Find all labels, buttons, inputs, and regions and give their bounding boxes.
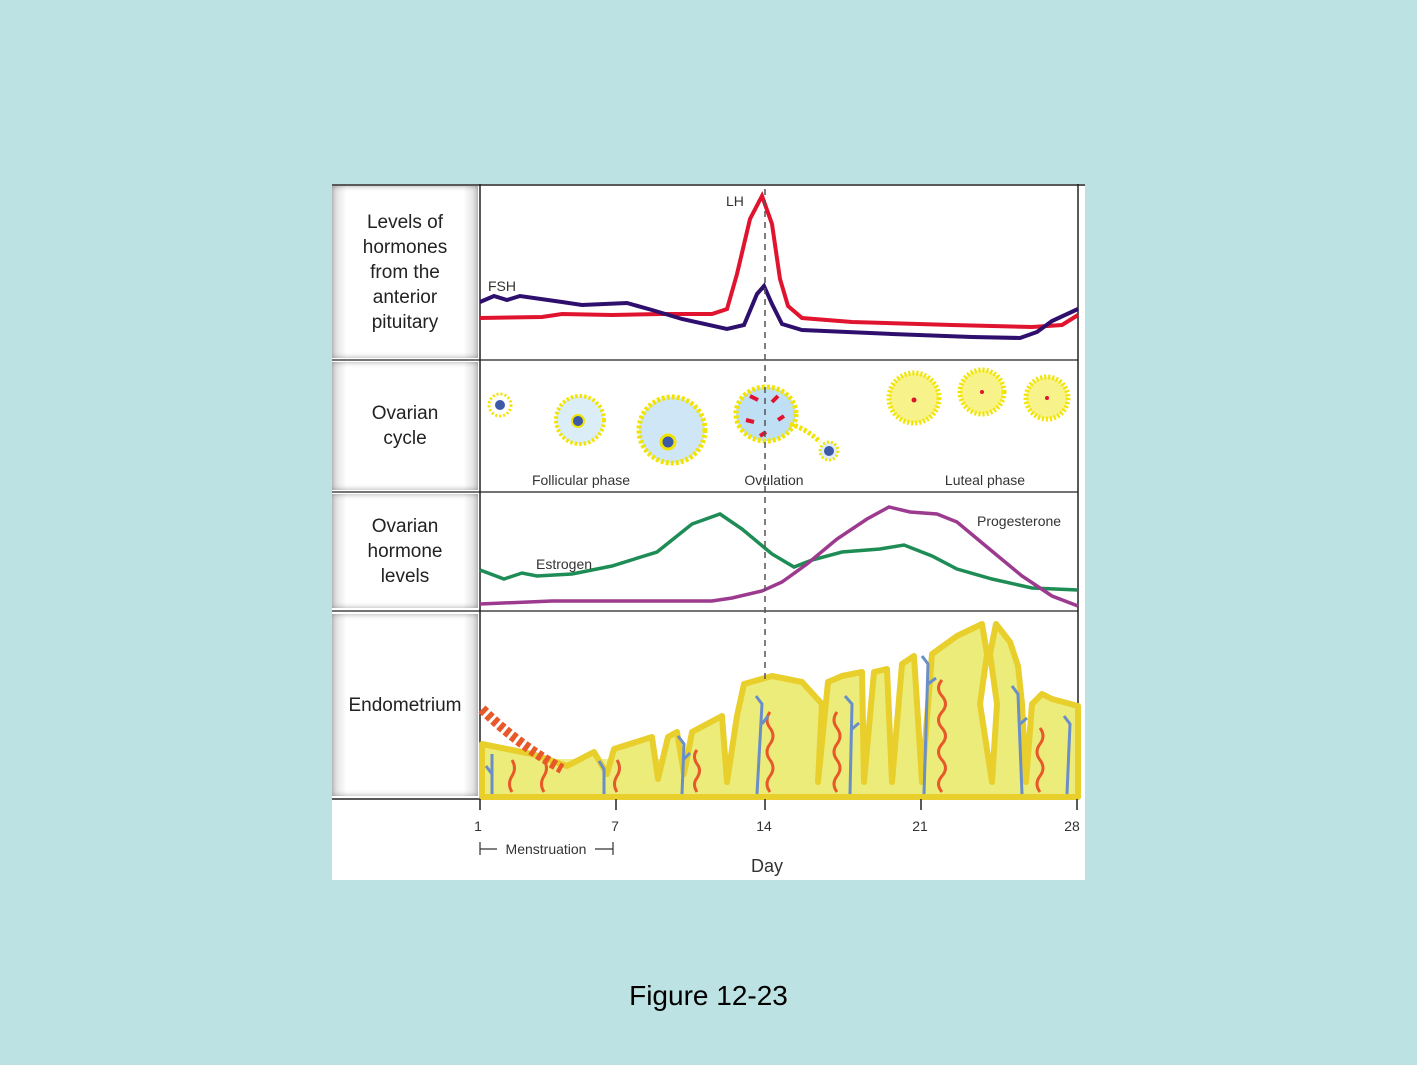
follicle-secondary bbox=[636, 394, 708, 466]
ovulation-label: Ovulation bbox=[744, 472, 803, 488]
day-axis-label: Day bbox=[751, 856, 783, 876]
progesterone-label: Progesterone bbox=[977, 513, 1061, 529]
follicle-ovulating bbox=[733, 384, 840, 462]
fsh-label: FSH bbox=[488, 278, 516, 294]
corpus-luteum-1 bbox=[886, 370, 942, 426]
row-label-ovarian-hormones: Ovarian hormone levels bbox=[332, 494, 478, 608]
lh-label: LH bbox=[726, 193, 744, 209]
tick-label-14: 14 bbox=[756, 818, 772, 834]
endometrium-illustration bbox=[478, 621, 1081, 800]
row-label-pituitary: Levels of hormones from the anterior pit… bbox=[332, 186, 478, 358]
menstruation-label: Menstruation bbox=[506, 841, 587, 857]
follicle-primordial bbox=[487, 392, 513, 418]
row-label-endometrium: Endometrium bbox=[332, 614, 478, 796]
figure-graphics: FSH LH bbox=[332, 184, 1085, 876]
fsh-curve bbox=[479, 282, 1079, 341]
tick-label-21: 21 bbox=[912, 818, 928, 834]
tick-label-7: 7 bbox=[611, 818, 619, 834]
day-axis: 1 7 14 21 28 bbox=[474, 799, 1080, 834]
corpus-luteum-3 bbox=[1023, 374, 1071, 422]
tick-label-28: 28 bbox=[1064, 818, 1080, 834]
follicular-phase-label: Follicular phase bbox=[532, 472, 630, 488]
menstruation-bracket bbox=[479, 842, 614, 855]
figure-caption: Figure 12-23 bbox=[629, 980, 788, 1011]
progesterone-curve bbox=[479, 505, 1079, 608]
estrogen-label: Estrogen bbox=[536, 556, 592, 572]
tick-label-1: 1 bbox=[474, 818, 482, 834]
follicle-primary bbox=[554, 394, 606, 446]
row-label-ovarian-cycle: Ovarian cycle bbox=[332, 362, 478, 490]
corpus-luteum-2 bbox=[957, 367, 1007, 417]
cycle-figure: Levels of hormones from the anterior pit… bbox=[332, 184, 1085, 880]
lh-curve bbox=[479, 191, 1080, 330]
estrogen-curve bbox=[479, 512, 1079, 592]
luteal-phase-label: Luteal phase bbox=[945, 472, 1025, 488]
